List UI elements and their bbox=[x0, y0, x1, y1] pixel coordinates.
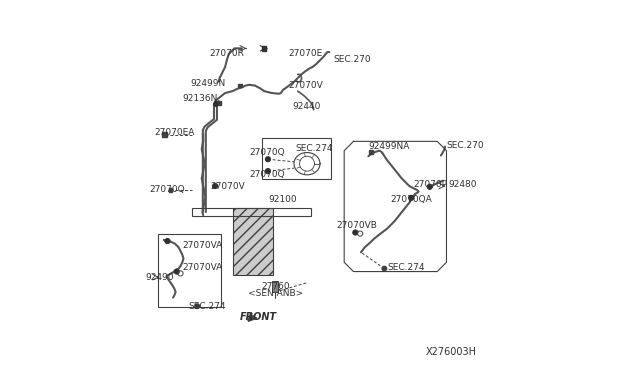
Text: 27070Q: 27070Q bbox=[250, 170, 285, 179]
Bar bbox=[262, 46, 266, 51]
Text: 92499N: 92499N bbox=[190, 79, 225, 88]
Circle shape bbox=[382, 266, 387, 271]
Text: 27070V: 27070V bbox=[289, 81, 323, 90]
Bar bbox=[158, 234, 221, 307]
Text: 92499NA: 92499NA bbox=[369, 142, 410, 151]
Circle shape bbox=[353, 230, 358, 235]
Text: 92136N: 92136N bbox=[182, 94, 218, 103]
Text: 27070P: 27070P bbox=[413, 180, 447, 189]
Text: SEC.270: SEC.270 bbox=[447, 141, 484, 150]
Circle shape bbox=[427, 184, 433, 189]
Text: X276003H: X276003H bbox=[425, 347, 476, 356]
Bar bbox=[191, 208, 310, 216]
Circle shape bbox=[195, 304, 200, 308]
Circle shape bbox=[214, 102, 218, 106]
Bar bbox=[214, 101, 221, 105]
Circle shape bbox=[266, 169, 271, 174]
Bar bbox=[238, 84, 242, 87]
Circle shape bbox=[174, 269, 179, 274]
Bar bbox=[273, 281, 278, 292]
Circle shape bbox=[408, 195, 413, 201]
Text: SEC.274: SEC.274 bbox=[188, 302, 225, 311]
Circle shape bbox=[212, 183, 218, 189]
Text: 92100: 92100 bbox=[268, 195, 296, 203]
Text: 27070Q: 27070Q bbox=[250, 148, 285, 157]
Bar bbox=[369, 150, 373, 154]
Text: 27070R: 27070R bbox=[209, 49, 244, 58]
Text: SEC.274: SEC.274 bbox=[387, 263, 424, 272]
Bar bbox=[163, 132, 167, 137]
Text: 27070E: 27070E bbox=[289, 49, 323, 58]
Text: 27070VA: 27070VA bbox=[182, 263, 223, 272]
Text: FRONT: FRONT bbox=[240, 312, 277, 322]
Circle shape bbox=[266, 157, 271, 162]
Text: 92440: 92440 bbox=[292, 102, 321, 110]
Text: 92480: 92480 bbox=[449, 180, 477, 189]
Circle shape bbox=[165, 238, 170, 244]
Text: <SEN ANB>: <SEN ANB> bbox=[248, 289, 303, 298]
Text: 27070VA: 27070VA bbox=[182, 241, 223, 250]
Bar bbox=[262, 138, 331, 179]
Text: 27070V: 27070V bbox=[211, 182, 245, 190]
Text: 27760: 27760 bbox=[261, 282, 290, 291]
Text: 27070VB: 27070VB bbox=[337, 221, 378, 230]
Text: 92490: 92490 bbox=[145, 273, 173, 282]
Bar bbox=[232, 208, 273, 275]
Text: 27070EA: 27070EA bbox=[154, 128, 195, 137]
Text: SEC.270: SEC.270 bbox=[333, 55, 371, 64]
Text: 27070Q: 27070Q bbox=[149, 185, 184, 194]
Bar bbox=[168, 188, 172, 192]
Text: 27070QA: 27070QA bbox=[390, 195, 433, 203]
Text: SEC.274: SEC.274 bbox=[296, 144, 333, 153]
